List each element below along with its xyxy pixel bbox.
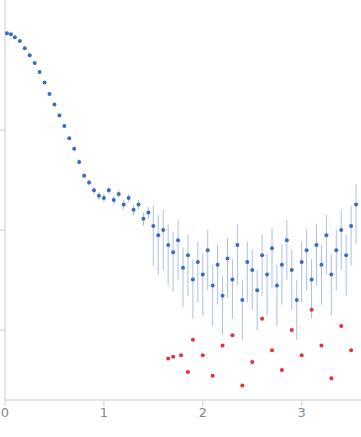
- svg-text:1: 1: [100, 405, 108, 420]
- svg-text:2: 2: [199, 405, 207, 420]
- svg-text:0: 0: [8, 405, 9, 420]
- svg-text:3: 3: [298, 405, 306, 420]
